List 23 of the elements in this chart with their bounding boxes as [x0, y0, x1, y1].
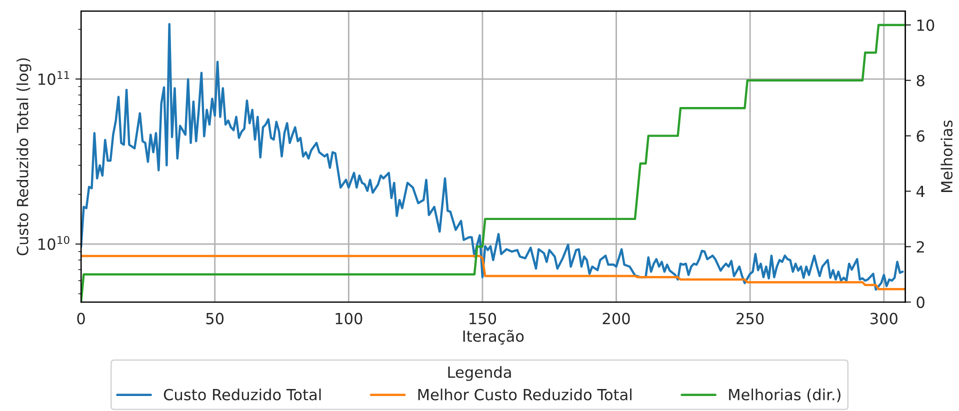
- y-axis-title: Custo Reduzido Total (log): [16, 58, 32, 256]
- y2-tick-label: 6: [916, 130, 924, 142]
- x-tick-label: 50: [206, 312, 224, 324]
- y2-tick-label: 8: [916, 74, 924, 86]
- y-tick-label: 10$^{10}$: [38, 236, 70, 250]
- line-series: [81, 254, 906, 290]
- legend-label: Melhorias (dir.): [729, 388, 840, 402]
- x-tick-label: 300: [870, 312, 898, 324]
- legend-label: Custo Reduzido Total: [164, 388, 321, 400]
- y-tick-label: 10$^{11}$: [38, 71, 70, 85]
- y2-axis-title: Melhorias: [940, 120, 953, 192]
- y2-tick-label: 0: [916, 296, 924, 308]
- legend-title: Legenda: [448, 366, 511, 381]
- legend-label: Melhor Custo Reduzido Total: [418, 388, 632, 400]
- y2-tick-label: 2: [916, 241, 924, 252]
- x-tick-label: 0: [77, 312, 85, 324]
- x-axis-title: Iteração: [463, 330, 524, 345]
- x-tick-label: 250: [736, 312, 764, 324]
- y2-tick-label: 10: [917, 19, 934, 31]
- y2-tick-label: 4: [916, 186, 925, 198]
- x-tick-label: 200: [602, 312, 630, 324]
- x-tick-label: 150: [470, 312, 496, 324]
- x-tick-label: 100: [336, 312, 362, 324]
